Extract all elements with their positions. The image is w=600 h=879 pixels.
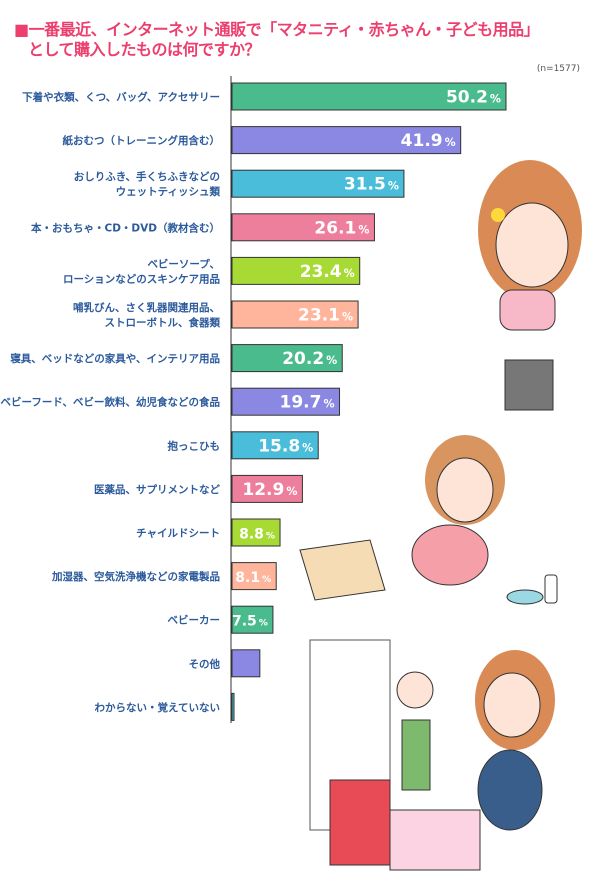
bar	[231, 431, 319, 460]
value-label: 31.5%	[344, 175, 399, 195]
bar	[231, 562, 277, 591]
value-label: 5.1%	[264, 657, 300, 673]
title-line-1: ■一番最近、インターネット通販で「マタニティ・赤ちゃん・子ども用品」	[14, 20, 540, 39]
illustrations	[299, 160, 582, 871]
mother-with-box-illustration	[299, 435, 558, 605]
value-label: 12.9%	[242, 480, 297, 500]
bar	[231, 387, 341, 416]
value-label: 23.4%	[300, 262, 355, 282]
category-label: 紙おむつ（トレーニング用含む）	[63, 134, 221, 147]
value-label: 50.2%	[446, 88, 501, 108]
bar	[231, 126, 462, 155]
category-label: ウェットティッシュ類	[116, 185, 221, 198]
sample-size: (n=1577)	[536, 64, 580, 74]
bar	[231, 344, 343, 373]
bar	[231, 213, 375, 242]
category-label: 哺乳びん、さく乳器関連用品、	[73, 301, 220, 314]
category-label: 本・おもちゃ・CD・DVD（教材含む）	[31, 221, 220, 234]
bar	[231, 169, 405, 198]
category-label: 寝具、ベッドなどの家具や、インテリア用品	[10, 352, 220, 365]
category-label: ベビーソープ、	[147, 257, 220, 270]
category-label: ベビーカー	[168, 614, 221, 627]
bar	[231, 649, 261, 678]
value-label: 15.8%	[258, 436, 313, 456]
bar	[231, 256, 361, 285]
value-label: 23.1%	[298, 306, 353, 326]
value-label: 41.9%	[401, 131, 456, 151]
value-label: 19.7%	[279, 393, 334, 413]
value-label: 0.3%	[238, 701, 274, 717]
category-label: 加湿器、空気洗浄機などの家電製品	[51, 570, 220, 583]
delivery-scene-illustration	[309, 639, 555, 871]
category-label: 医薬品、サプリメントなど	[94, 483, 220, 496]
bar	[231, 82, 507, 111]
category-label: ストローボトル、食器類	[105, 316, 221, 329]
bar	[231, 605, 274, 634]
bar	[231, 518, 281, 547]
category-label: わからない・覚えていない	[95, 701, 220, 714]
category-label: 下着や衣類、くつ、バッグ、アクセサリー	[22, 91, 220, 104]
category-label: おしりふき、手くちふきなどの	[74, 170, 220, 183]
category-label: チャイルドシート	[136, 528, 220, 540]
value-label: 26.1%	[314, 218, 369, 238]
chart-title: ■一番最近、インターネット通販で「マタニティ・赤ちゃん・子ども用品」 として購入…	[14, 20, 540, 60]
pregnant-woman-illustration	[478, 160, 582, 411]
category-label: 抱っこひも	[168, 439, 221, 452]
bar	[231, 692, 235, 721]
category-label: その他	[189, 657, 221, 670]
category-label: ベビーフード、ベビー飲料、幼児食などの食品	[1, 396, 220, 409]
bar	[231, 474, 303, 503]
bar	[231, 300, 359, 329]
title-line-2: として購入したものは何ですか？	[28, 40, 261, 59]
category-label: ローションなどのスキンケア用品	[63, 272, 220, 285]
value-label: 20.2%	[282, 349, 337, 369]
